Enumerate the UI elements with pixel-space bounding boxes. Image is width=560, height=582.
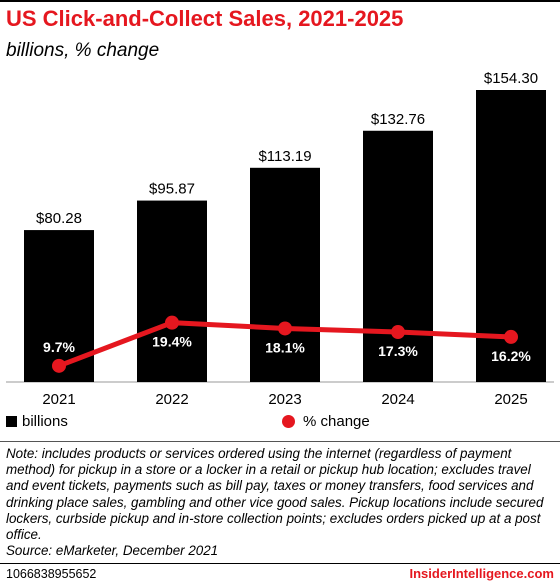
bar-2022 <box>137 200 207 382</box>
legend-label-billions: billions <box>22 413 68 430</box>
bar-label-2023: $113.19 <box>258 148 311 165</box>
legend: billions % change <box>0 413 560 435</box>
legend-bar-swatch <box>6 416 17 427</box>
chart-note: Note: includes products or services orde… <box>6 446 544 543</box>
line-point-2022 <box>165 315 179 330</box>
top-rule <box>0 0 560 2</box>
footer-divider <box>0 563 560 564</box>
legend-item-billions: billions <box>6 413 68 430</box>
line-point-2023 <box>278 321 292 336</box>
x-tick-label-2021: 2021 <box>42 391 75 408</box>
bar-label-2021: $80.28 <box>36 210 82 227</box>
line-point-2025 <box>504 329 518 344</box>
line-label-2022: 19.4% <box>152 334 192 350</box>
notes-divider <box>0 441 560 442</box>
line-point-2024 <box>391 325 405 340</box>
bar-label-2024: $132.76 <box>371 111 425 128</box>
x-tick-label-2024: 2024 <box>381 391 414 408</box>
line-label-2024: 17.3% <box>378 343 418 359</box>
chart-area: $80.28 $95.87 $113.19 $132.76 $154.30 2021 202… <box>6 70 554 408</box>
bar-label-2022: $95.87 <box>149 181 195 198</box>
x-tick-label-2023: 2023 <box>268 391 301 408</box>
x-tick-label-2025: 2025 <box>494 391 527 408</box>
legend-label-percent-change: % change <box>303 413 370 430</box>
line-label-2023: 18.1% <box>265 339 305 355</box>
bar-label-2025: $154.30 <box>484 70 538 87</box>
line-label-2021: 9.7% <box>43 339 75 355</box>
line-point-2021 <box>52 358 66 373</box>
legend-line-swatch <box>282 415 295 428</box>
bar-2023 <box>250 167 320 382</box>
chart-source: Source: eMarketer, December 2021 <box>6 543 219 558</box>
brand-logo: InsiderIntelligence.com <box>409 566 555 581</box>
line-label-2025: 16.2% <box>491 348 531 364</box>
chart-id: 1066838955652 <box>6 567 97 581</box>
bar-2024 <box>363 130 433 382</box>
legend-item-percent-change: % change <box>282 413 370 430</box>
chart-subtitle: billions, % change <box>6 40 160 61</box>
x-tick-label-2022: 2022 <box>155 391 188 408</box>
chart-title: US Click-and-Collect Sales, 2021-2025 <box>6 6 404 31</box>
